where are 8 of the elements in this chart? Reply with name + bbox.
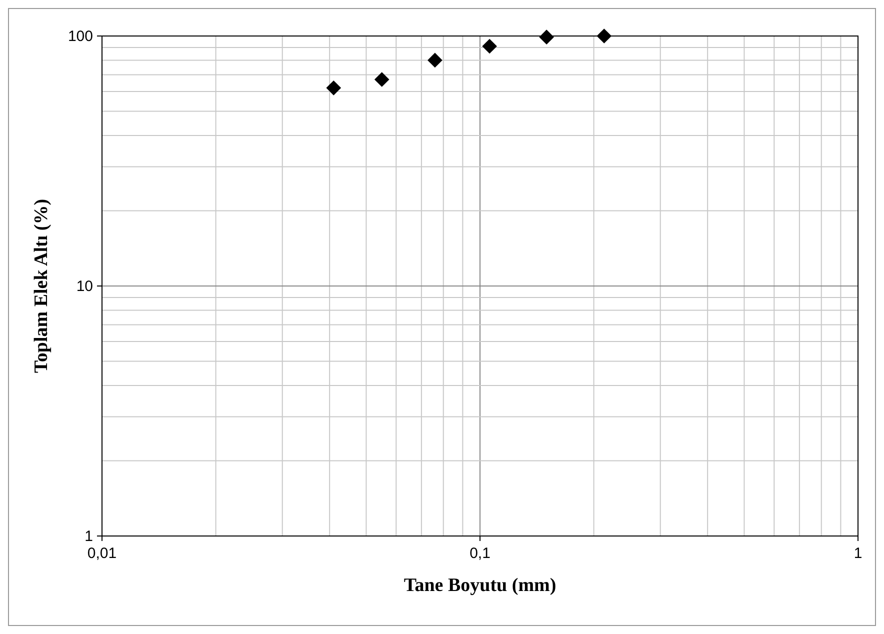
x-tick-label: 1 — [854, 545, 862, 562]
y-tick-label: 100 — [68, 28, 93, 45]
y-axis-title: Toplam Elek Altı (%) — [31, 198, 52, 374]
x-axis-title: Tane Boyutu (mm) — [404, 575, 556, 596]
x-tick-label: 0,01 — [87, 545, 117, 562]
y-tick-label: 10 — [76, 278, 93, 295]
x-tick-label: 0,1 — [470, 545, 490, 562]
y-tick-label: 1 — [84, 528, 93, 545]
